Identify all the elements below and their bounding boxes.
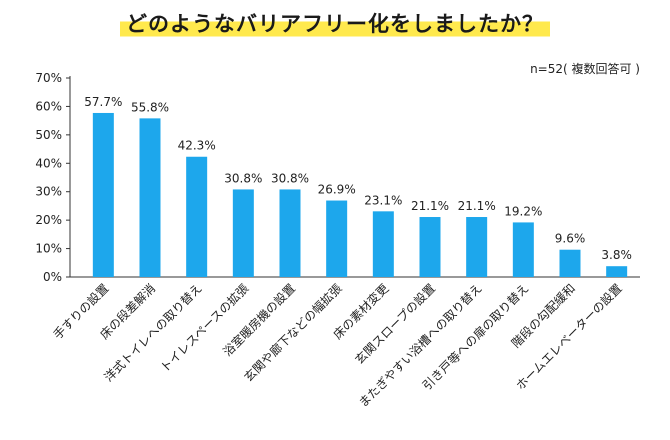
bar [139, 118, 161, 278]
data-label: 3.8% [601, 248, 632, 262]
data-label: 23.1% [364, 193, 402, 207]
data-label: 26.9% [318, 183, 356, 197]
y-tick-label: 70% [35, 71, 62, 85]
bar [232, 189, 254, 277]
y-tick-label: 10% [35, 242, 62, 256]
category-label: トイレスペースの拡張 [158, 281, 252, 375]
category-label: 玄関スロープの設置 [352, 281, 438, 367]
bar [466, 217, 488, 277]
bar [326, 200, 348, 277]
data-label: 30.8% [271, 171, 309, 185]
chart-title: どのようなバリアフリー化をしましたか？ [120, 8, 550, 38]
data-label: 57.7% [84, 95, 122, 109]
bar [512, 222, 534, 277]
data-label: 42.3% [178, 139, 216, 153]
bar [372, 211, 394, 277]
y-tick-label: 20% [35, 213, 62, 227]
data-label: 9.6% [555, 232, 586, 246]
bar [186, 156, 208, 277]
data-label: 19.2% [504, 204, 542, 218]
data-label: 21.1% [458, 199, 496, 213]
data-label: 30.8% [224, 171, 262, 185]
y-tick-label: 30% [35, 185, 62, 199]
y-tick-label: 0% [43, 270, 62, 284]
y-tick-label: 50% [35, 128, 62, 142]
title-container: どのようなバリアフリー化をしましたか？ [0, 8, 670, 38]
bar [279, 189, 301, 277]
data-label: 21.1% [411, 199, 449, 213]
sample-size-note: n=52( 複数回答可 ) [530, 62, 640, 76]
bar [92, 112, 114, 278]
bar [606, 266, 628, 277]
bar [559, 249, 581, 277]
bar [419, 217, 441, 277]
y-tick-label: 60% [35, 99, 62, 113]
data-label: 55.8% [131, 100, 169, 114]
y-tick-label: 40% [35, 156, 62, 170]
